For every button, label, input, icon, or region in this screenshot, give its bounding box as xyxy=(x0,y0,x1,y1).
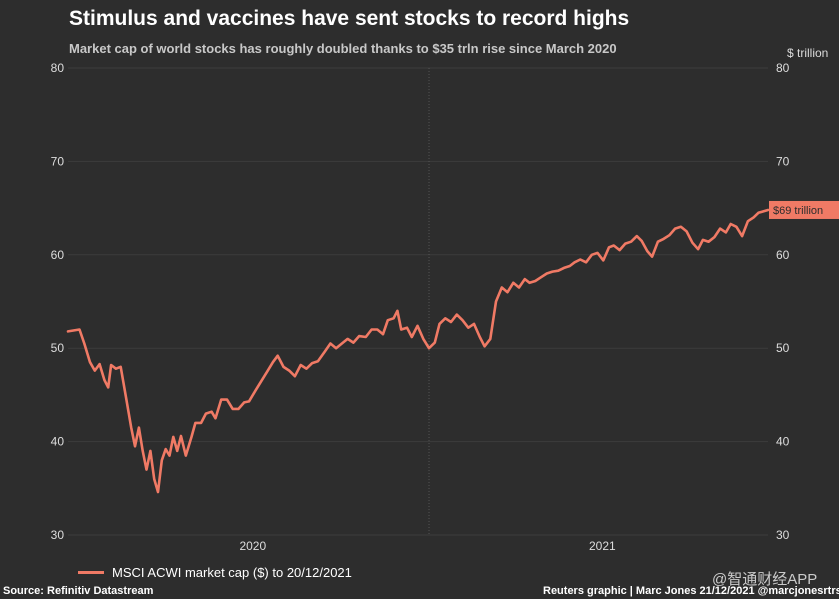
legend-swatch xyxy=(78,571,104,574)
y-tick-label-right: 30 xyxy=(776,528,790,542)
x-tick-label: 2020 xyxy=(239,539,266,553)
end-label-box xyxy=(769,200,839,219)
y-tick-label-left: 50 xyxy=(51,341,65,355)
source-note: Source: Refinitiv Datastream xyxy=(3,585,154,597)
series-line xyxy=(66,208,770,494)
legend-label: MSCI ACWI market cap ($) to 20/12/2021 xyxy=(112,565,352,580)
y-tick-label-right: 60 xyxy=(776,248,790,262)
unit-label: $ trillion xyxy=(787,46,829,60)
grid-layer xyxy=(68,67,768,536)
x-tick-label: 2021 xyxy=(589,539,616,553)
y-tick-label-right: 40 xyxy=(776,435,790,449)
chart-title: Stimulus and vaccines have sent stocks t… xyxy=(69,7,630,30)
y-tick-label-left: 80 xyxy=(51,61,65,75)
end-value-label: $69 trillion xyxy=(773,205,823,217)
end-label-layer: $69 trillion xyxy=(769,200,839,219)
credit-note: Reuters graphic | Marc Jones 21/12/2021 … xyxy=(543,585,839,597)
y-tick-label-left: 30 xyxy=(51,528,65,542)
y-tick-label-right: 80 xyxy=(776,61,790,75)
series-layer xyxy=(66,208,770,494)
y-tick-label-left: 60 xyxy=(51,248,65,262)
y-tick-label-left: 40 xyxy=(51,435,65,449)
watermark: @智通财经APP xyxy=(712,571,818,588)
legend: MSCI ACWI market cap ($) to 20/12/2021 xyxy=(78,565,352,580)
y-tick-label-left: 70 xyxy=(51,154,65,168)
tick-layer: 30 30 40 40 50 50 60 60 70 70 80 80 2020 2021 xyxy=(51,61,790,553)
chart-subtitle: Market cap of world stocks has roughly d… xyxy=(69,41,617,56)
y-tick-label-right: 50 xyxy=(776,341,790,355)
y-tick-label-right: 70 xyxy=(776,154,790,168)
